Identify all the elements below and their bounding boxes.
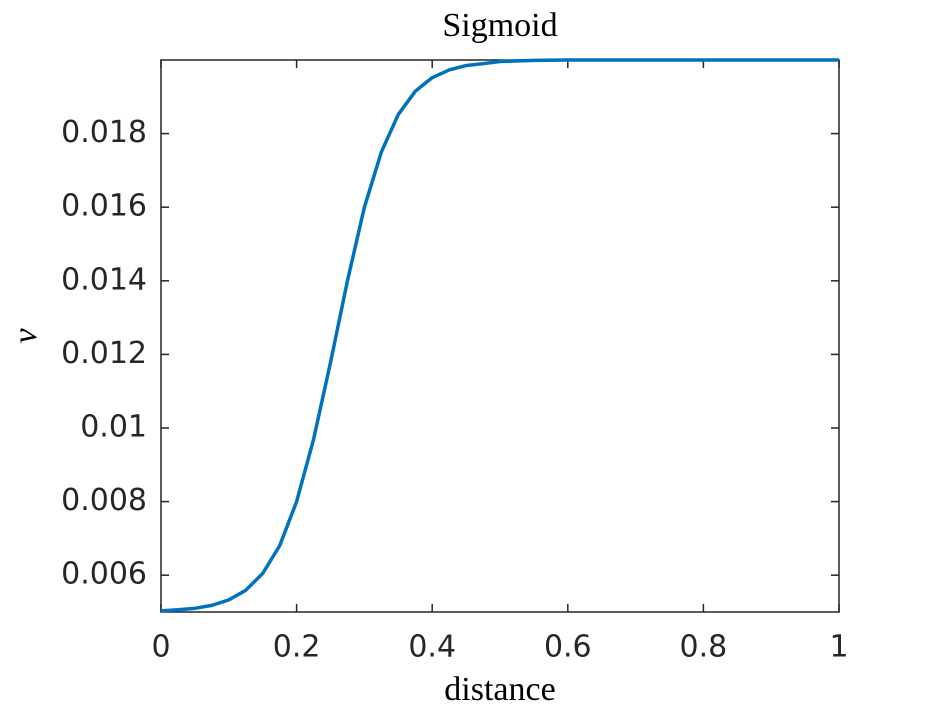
x-tick-label: 0 [151, 630, 170, 665]
y-tick-label: 0.016 [61, 189, 147, 224]
x-tick-label: 0.4 [408, 630, 456, 665]
y-tick-label: 0.012 [61, 336, 147, 371]
y-tick-label: 0.006 [61, 557, 147, 592]
y-tick-label: 0.018 [61, 115, 147, 150]
y-axis-label: ν [7, 328, 44, 344]
x-tick-label: 1 [829, 630, 848, 665]
y-tick-label: 0.01 [80, 410, 147, 445]
chart-title: Sigmoid [442, 7, 557, 44]
x-tick-label: 0.6 [544, 630, 592, 665]
y-tick-label: 0.008 [61, 483, 147, 518]
y-tick-label: 0.014 [61, 262, 147, 297]
x-tick-label: 0.8 [680, 630, 728, 665]
data-line [160, 58, 839, 613]
x-tick-label: 0.2 [273, 630, 321, 665]
x-axis-label: distance [444, 671, 555, 708]
